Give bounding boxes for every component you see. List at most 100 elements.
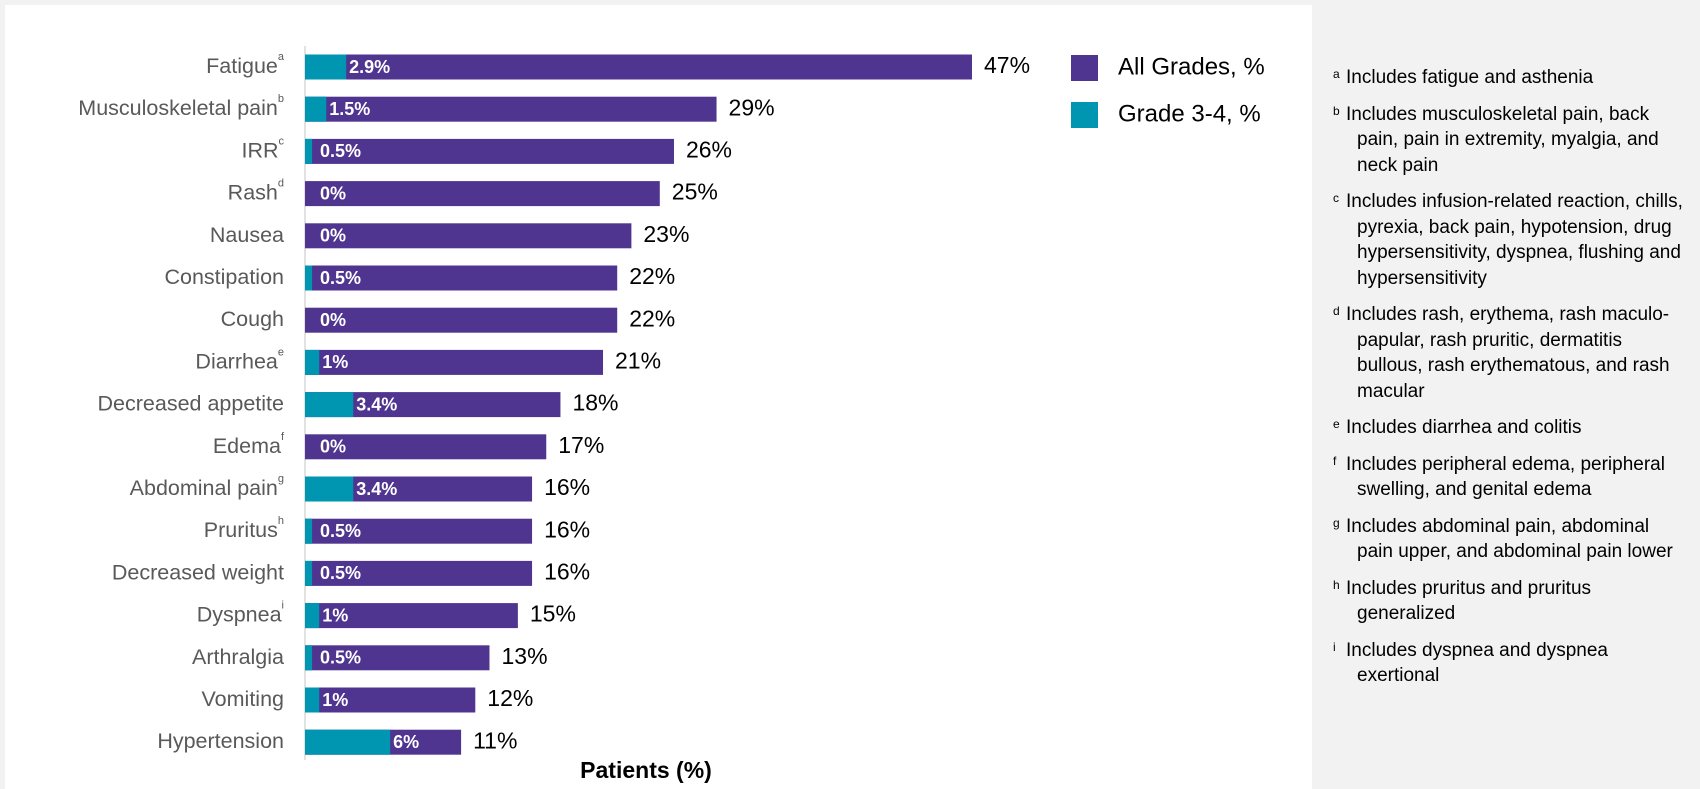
category-name: Fatigue: [206, 54, 278, 78]
bar-all-grades: [305, 307, 618, 333]
category-label: Edemaf: [213, 431, 285, 458]
footnote-marker: c: [1333, 191, 1339, 205]
bar-all-grades: [305, 645, 490, 671]
category-label: Hypertension: [157, 729, 284, 753]
category-name: Nausea: [210, 222, 284, 246]
footnotes: a Includes fatigue and asthenia b Includes …: [1333, 62, 1688, 697]
x-axis-title: Patients (%): [580, 757, 712, 783]
value-label: 23%: [643, 221, 689, 247]
chart-panel: [5, 5, 1312, 789]
footnote: h Includes pruritus and pruritus generali…: [1333, 573, 1688, 627]
grade-label: 1%: [322, 352, 348, 372]
value-label: 16%: [544, 558, 590, 584]
legend-label: All Grades, %: [1118, 53, 1265, 80]
bar-grade-3-4: [305, 560, 313, 586]
value-label: 22%: [629, 305, 675, 331]
value-label: 22%: [629, 263, 675, 289]
category-note: f: [281, 431, 285, 443]
category-label: Dyspneai: [197, 600, 284, 627]
category-name: Diarrhea: [195, 349, 277, 373]
value-label: 13%: [501, 643, 547, 669]
category-label: IRRc: [241, 135, 284, 162]
grade-label: 0.5%: [320, 141, 361, 161]
footnote: e Includes diarrhea and colitis: [1333, 412, 1688, 441]
category-note: h: [278, 515, 284, 527]
grade-label: 0%: [320, 226, 346, 246]
footnote-text: Includes dyspnea and dyspnea exertional: [1346, 639, 1608, 687]
bar-all-grades: [305, 434, 547, 460]
category-name: Hypertension: [157, 729, 284, 753]
value-label: 47%: [984, 52, 1030, 78]
category-name: Cough: [221, 307, 284, 331]
grade-label: 3.4%: [356, 394, 397, 414]
grade-label: 1.5%: [329, 99, 370, 119]
category-name: Arthralgia: [192, 644, 284, 668]
grade-label: 0.5%: [320, 521, 361, 541]
value-label: 26%: [686, 136, 732, 162]
bar-all-grades: [305, 687, 476, 713]
footnote: i Includes dyspnea and dyspnea exertional: [1333, 635, 1688, 689]
category-label: Abdominal paing: [130, 473, 284, 500]
footnote-text: Includes infusion-related reaction, chil…: [1346, 191, 1683, 289]
bar-grade-3-4: [305, 96, 327, 122]
footnote-marker: e: [1333, 417, 1340, 431]
category-label: Decreased appetite: [98, 391, 284, 415]
bar-grade-3-4: [305, 476, 354, 502]
bar-grade-3-4: [305, 729, 391, 755]
category-note: i: [282, 600, 284, 612]
category-name: Rash: [228, 180, 278, 204]
category-label: Vomiting: [202, 687, 284, 711]
footnote-marker: i: [1333, 639, 1336, 654]
value-label: 15%: [530, 601, 576, 627]
footnote: f Includes peripheral edema, peripheral s…: [1333, 449, 1688, 503]
grade-label: 0%: [320, 310, 346, 330]
category-label: Arthralgia: [192, 644, 284, 668]
bar-all-grades: [305, 223, 632, 249]
value-label: 12%: [487, 685, 533, 711]
bar-all-grades: [305, 349, 604, 375]
grade-label: 6%: [393, 732, 419, 752]
footnote-text: Includes peripheral edema, peripheral sw…: [1346, 453, 1665, 501]
bar-all-grades: [305, 181, 660, 207]
grade-label: 0%: [320, 437, 346, 457]
footnote-marker: d: [1333, 304, 1340, 318]
grade-label: 0.5%: [320, 563, 361, 583]
grade-label: 0.5%: [320, 268, 361, 288]
category-note: c: [279, 135, 285, 147]
bar-grade-3-4: [305, 265, 313, 291]
bar-grade-3-4: [305, 54, 347, 80]
value-label: 18%: [572, 390, 618, 416]
category-label: Diarrheae: [195, 346, 284, 373]
category-name: Vomiting: [202, 687, 284, 711]
legend-label: Grade 3-4, %: [1118, 100, 1261, 127]
category-label: Nausea: [210, 222, 284, 246]
value-label: 17%: [558, 432, 604, 458]
category-name: Pruritus: [204, 518, 278, 542]
legend-swatch: [1071, 55, 1098, 81]
bar-all-grades: [305, 603, 518, 629]
category-label: Rashd: [228, 178, 284, 205]
category-name: IRR: [241, 138, 278, 162]
category-name: Decreased appetite: [98, 391, 284, 415]
category-name: Edema: [213, 433, 281, 457]
footnote-text: Includes pruritus and pruritus generaliz…: [1346, 577, 1592, 625]
category-name: Decreased weight: [112, 560, 284, 584]
bar-grade-3-4: [305, 687, 320, 713]
grade-label: 0%: [320, 183, 346, 203]
footnote-text: Includes rash, erythema, rash maculo-pap…: [1346, 304, 1670, 402]
grade-label: 0.5%: [320, 648, 361, 668]
category-note: b: [278, 93, 284, 105]
footnote-marker: g: [1333, 515, 1340, 530]
value-label: 16%: [544, 474, 590, 500]
footnote-text: Includes abdominal pain, abdominal pain …: [1346, 515, 1673, 563]
grade-label: 1%: [322, 690, 348, 710]
bar-all-grades: [305, 265, 618, 291]
bar-all-grades: [305, 560, 533, 586]
category-name: Musculoskeletal pain: [78, 96, 278, 120]
bar-grade-3-4: [305, 349, 320, 375]
value-label: 25%: [672, 179, 718, 205]
category-label: Decreased weight: [112, 560, 284, 584]
grade-label: 3.4%: [356, 479, 397, 499]
category-label: Fatiguea: [206, 51, 285, 78]
